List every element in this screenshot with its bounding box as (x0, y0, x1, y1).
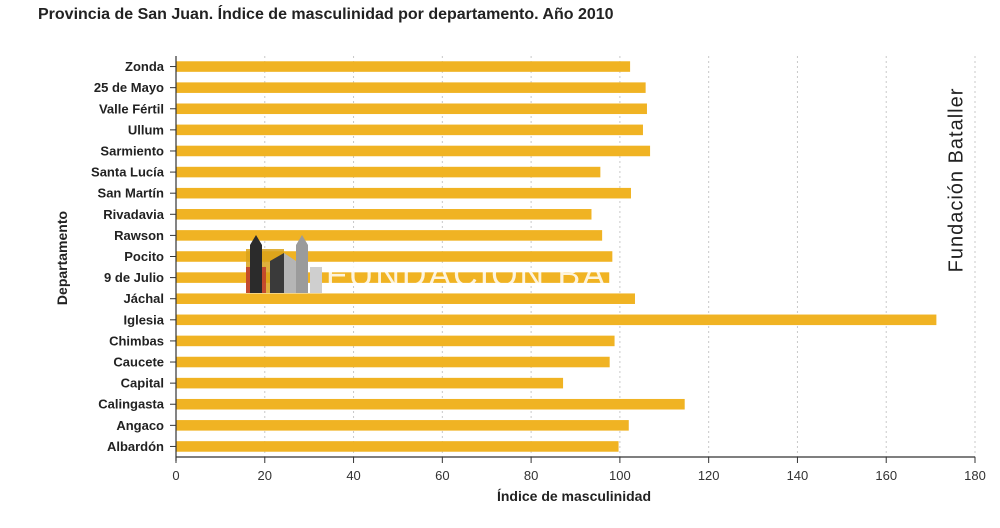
category-label: Albardón (107, 439, 164, 454)
x-tick-label: 80 (524, 468, 538, 483)
category-label: Caucete (113, 355, 164, 370)
category-label: San Martín (98, 186, 165, 201)
category-label: Chimbas (109, 333, 164, 348)
category-label: Zonda (125, 59, 165, 74)
category-label: Valle Fértil (99, 101, 164, 116)
bar (176, 61, 631, 72)
side-watermark-text: Fundación Bataller (945, 87, 968, 273)
x-tick-label: 140 (787, 468, 809, 483)
bar (176, 272, 610, 283)
bar (176, 398, 685, 410)
bar (176, 145, 651, 157)
bar (176, 377, 564, 389)
x-tick-label: 100 (609, 468, 631, 483)
category-label: Pocito (124, 249, 164, 264)
x-axis-label: Índice de masculinidad (496, 488, 652, 504)
bar (176, 230, 603, 241)
bar (176, 251, 613, 262)
category-label: Rawson (114, 228, 164, 243)
bar (176, 124, 643, 136)
bar (176, 166, 601, 178)
x-tick-label: 0 (172, 468, 179, 483)
category-label: Iglesia (124, 312, 165, 327)
bar (176, 187, 631, 199)
chart-title: Provincia de San Juan. Índice de masculi… (38, 6, 614, 23)
bar (176, 209, 592, 220)
category-label: Calingasta (98, 397, 165, 412)
bar (176, 293, 635, 304)
church-towers-logo-icon (246, 235, 322, 293)
category-label: 9 de Julio (104, 270, 164, 285)
bar (176, 314, 937, 326)
bar (176, 420, 629, 431)
category-label: Capital (121, 376, 164, 391)
bar (176, 356, 610, 368)
category-label: Santa Lucía (91, 165, 165, 180)
category-label: Sarmiento (100, 143, 164, 158)
bar (176, 103, 647, 115)
x-tick-label: 20 (258, 468, 272, 483)
category-label: Rivadavia (103, 207, 164, 222)
x-tick-label: 180 (964, 468, 986, 483)
x-tick-label: 160 (875, 468, 897, 483)
x-tick-label: 60 (435, 468, 449, 483)
bar (176, 335, 615, 347)
x-tick-label: 120 (698, 468, 720, 483)
x-tick-label: 40 (346, 468, 360, 483)
category-label: Angaco (116, 418, 164, 433)
category-label: Jáchal (124, 291, 164, 306)
category-label: Ullum (128, 122, 164, 137)
category-label: 25 de Mayo (94, 80, 164, 95)
bar (176, 82, 646, 93)
bar (176, 441, 619, 452)
center-watermark-text: FUNDACION BA (326, 256, 607, 294)
